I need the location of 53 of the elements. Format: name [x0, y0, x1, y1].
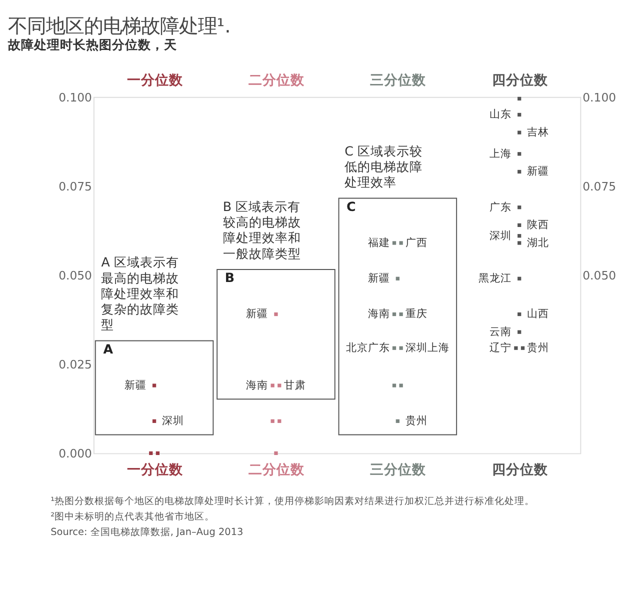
chart-title: 不同地区的电梯故障处理¹. [8, 14, 231, 38]
data-label: 贵州 [405, 414, 428, 428]
text: ²图中未标明的点代表其他省市地区。 [50, 510, 215, 522]
category-label: 四分位数 [492, 462, 548, 478]
source-note: Source: 全国电梯故障数据, Jan–Aug 2013 [50, 526, 244, 538]
annotation: A 区域表示有最高的电梯故障处理效率和复杂的故障类型 [101, 254, 180, 332]
annotation: C [346, 198, 356, 214]
data-label: 海南 [368, 307, 390, 320]
annotation: B 区域表示有较高的电梯故障处理效率和一般故障类型 [222, 199, 301, 261]
data-label: 深圳 [162, 414, 184, 428]
data-label: 辽宁 [490, 341, 512, 354]
category-label: 一分位数 [126, 462, 183, 478]
data-label: 湖北 [527, 236, 550, 249]
data-label: 黑龙江 [478, 272, 512, 285]
x-tick-label: 一分位数 [126, 72, 184, 89]
annotation: C 区域表示较低的电梯故障处理效率 [344, 143, 423, 190]
data-label: 贵州 [527, 341, 550, 354]
data-label: 新疆 [527, 164, 550, 178]
y-tick-label: 0.100 [58, 90, 92, 104]
data-label: 新疆 [368, 272, 390, 285]
annotation: B [224, 270, 235, 286]
data-label: 北京广东 [346, 341, 390, 354]
y2-tick-label: 0.050 [582, 268, 616, 282]
y-tick-label: 0.075 [58, 179, 92, 194]
y2-tick-label: 0.100 [582, 90, 616, 104]
data-label: 广东 [490, 200, 512, 214]
x-tick-label: 二分位数 [248, 72, 306, 89]
data-label: 上海 [490, 146, 512, 160]
data-label: 云南 [490, 324, 512, 338]
category-label: 二分位数 [248, 462, 304, 478]
x-tick-label: 三分位数 [370, 72, 428, 89]
y-tick-label: 0.000 [58, 446, 92, 461]
y-tick-label: 0.025 [58, 358, 92, 372]
category-label: 三分位数 [370, 462, 426, 478]
data-label: 深圳上海 [405, 341, 450, 354]
data-label: 新疆 [124, 378, 147, 392]
data-label: 吉林 [527, 125, 550, 138]
chart-subtitle: 故障处理时长热图分位数，天 [6, 37, 177, 52]
data-label: 广西 [405, 236, 428, 249]
data-label: 甘肃 [284, 378, 306, 392]
data-label: 新疆 [246, 307, 268, 320]
data-label: 福建 [368, 236, 390, 249]
data-label: 深圳 [490, 228, 512, 242]
data-label: 海南 [246, 378, 268, 392]
text: ¹热图分数根据每个地区的电梯故障处理时长计算，使用停梯影响因素对结果进行加权汇总并进行标准化处理。 [50, 494, 535, 507]
y-tick-label: 0.050 [58, 268, 92, 282]
x-tick-label: 四分位数 [492, 72, 549, 89]
annotation: A [103, 341, 114, 356]
data-label: 重庆 [405, 307, 428, 320]
data-label: 陕西 [527, 218, 550, 232]
y2-tick-label: 0.075 [582, 179, 616, 194]
data-label: 山西 [527, 307, 550, 320]
data-label: 山东 [490, 108, 512, 121]
